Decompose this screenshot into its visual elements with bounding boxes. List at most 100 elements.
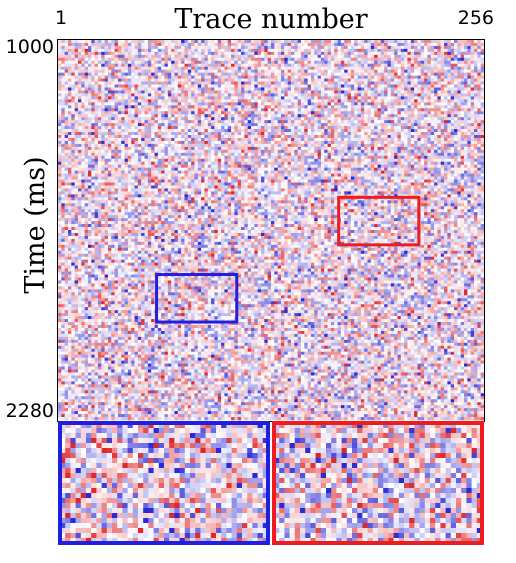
heatmap-cell bbox=[360, 146, 365, 151]
heatmap-cell bbox=[134, 99, 139, 103]
heatmap-cell bbox=[394, 102, 398, 106]
heatmap-cell bbox=[354, 96, 358, 100]
heatmap-cell bbox=[151, 108, 155, 112]
heatmap-cell bbox=[271, 137, 275, 142]
heatmap-cell bbox=[414, 93, 418, 97]
heatmap-cell bbox=[104, 72, 109, 76]
heatmap-cell bbox=[94, 126, 99, 130]
heatmap-cell bbox=[191, 143, 195, 148]
heatmap-cell bbox=[347, 69, 352, 74]
heatmap-cell bbox=[271, 57, 275, 62]
heatmap-cell bbox=[71, 111, 75, 115]
heatmap-cell bbox=[384, 149, 388, 154]
heatmap-cell bbox=[67, 132, 72, 136]
heatmap-cell bbox=[121, 60, 125, 65]
heatmap-cell bbox=[467, 129, 472, 133]
heatmap-cell bbox=[467, 90, 472, 94]
heatmap-cell bbox=[257, 146, 262, 151]
heatmap-cell bbox=[201, 93, 205, 97]
heatmap-cell bbox=[187, 108, 192, 112]
heatmap-cell bbox=[417, 93, 422, 97]
heatmap-cell bbox=[317, 114, 322, 118]
heatmap-cell bbox=[74, 40, 79, 44]
heatmap-cell bbox=[460, 72, 465, 76]
heatmap-cell bbox=[444, 40, 448, 44]
heatmap-cell bbox=[364, 143, 368, 148]
heatmap-cell bbox=[357, 105, 362, 109]
heatmap-cell bbox=[390, 78, 395, 82]
heatmap-cell bbox=[424, 42, 428, 47]
heatmap-cell bbox=[427, 75, 432, 79]
heatmap-cell bbox=[134, 42, 139, 47]
heatmap-cell bbox=[137, 135, 142, 139]
heatmap-cell bbox=[177, 120, 182, 124]
heatmap-cell bbox=[64, 120, 69, 124]
heatmap-cell bbox=[350, 120, 355, 124]
heatmap-cell bbox=[360, 132, 365, 136]
heatmap-cell bbox=[404, 108, 408, 112]
heatmap-cell bbox=[424, 78, 428, 82]
heatmap-cell bbox=[204, 78, 209, 82]
heatmap-cell bbox=[131, 42, 135, 47]
heatmap-cell bbox=[271, 135, 275, 139]
heatmap-cell bbox=[304, 96, 308, 100]
heatmap-cell bbox=[171, 81, 175, 85]
heatmap-cell bbox=[407, 54, 412, 59]
heatmap-cell bbox=[141, 66, 145, 71]
heatmap-cell bbox=[360, 51, 365, 56]
heatmap-cell bbox=[264, 152, 269, 157]
heatmap-cell bbox=[284, 84, 288, 88]
heatmap-cell bbox=[81, 129, 85, 133]
heatmap-cell bbox=[277, 96, 282, 100]
heatmap-cell bbox=[247, 69, 252, 74]
heatmap-cell bbox=[241, 137, 245, 142]
heatmap-cell bbox=[214, 152, 219, 157]
heatmap-cell bbox=[241, 78, 245, 82]
heatmap-cell bbox=[357, 126, 362, 130]
heatmap-cell bbox=[410, 120, 415, 124]
heatmap-cell bbox=[440, 87, 445, 91]
heatmap-cell bbox=[184, 63, 189, 68]
heatmap-cell bbox=[424, 129, 428, 133]
heatmap-cell bbox=[447, 108, 452, 112]
heatmap-cell bbox=[197, 78, 202, 82]
heatmap-cell bbox=[187, 81, 192, 85]
heatmap-cell bbox=[367, 63, 372, 68]
heatmap-cell bbox=[290, 57, 295, 62]
heatmap-cell bbox=[107, 123, 112, 127]
heatmap-cell bbox=[330, 93, 335, 97]
heatmap-cell bbox=[354, 66, 358, 71]
heatmap-cell bbox=[234, 90, 239, 94]
heatmap-cell bbox=[447, 40, 452, 44]
heatmap-cell bbox=[267, 40, 272, 44]
heatmap-cell bbox=[104, 51, 109, 56]
heatmap-cell bbox=[187, 45, 192, 50]
heatmap-cell bbox=[320, 42, 325, 47]
heatmap-cell bbox=[237, 114, 242, 118]
heatmap-cell bbox=[327, 143, 332, 148]
heatmap-cell bbox=[181, 54, 185, 59]
heatmap-cell bbox=[447, 87, 452, 91]
heatmap-cell bbox=[117, 105, 122, 109]
heatmap-cell bbox=[280, 90, 285, 94]
heatmap-cell bbox=[254, 66, 259, 71]
heatmap-cell bbox=[374, 132, 378, 136]
heatmap-cell bbox=[384, 96, 388, 100]
heatmap-cell bbox=[167, 126, 172, 130]
heatmap-cell bbox=[221, 96, 225, 100]
heatmap-cell bbox=[134, 117, 139, 121]
heatmap-cell bbox=[174, 105, 179, 109]
heatmap-cell bbox=[377, 105, 382, 109]
heatmap-cell bbox=[427, 108, 432, 112]
heatmap-cell bbox=[58, 54, 62, 59]
heatmap-cell bbox=[117, 129, 122, 133]
heatmap-cell bbox=[231, 40, 235, 44]
heatmap-cell bbox=[337, 63, 342, 68]
heatmap-cell bbox=[184, 152, 189, 157]
heatmap-cell bbox=[444, 126, 448, 130]
heatmap-cell bbox=[264, 114, 269, 118]
heatmap-cell bbox=[91, 45, 95, 50]
heatmap-cell bbox=[474, 96, 478, 100]
heatmap-cell bbox=[334, 60, 338, 65]
heatmap-cell bbox=[67, 117, 72, 121]
